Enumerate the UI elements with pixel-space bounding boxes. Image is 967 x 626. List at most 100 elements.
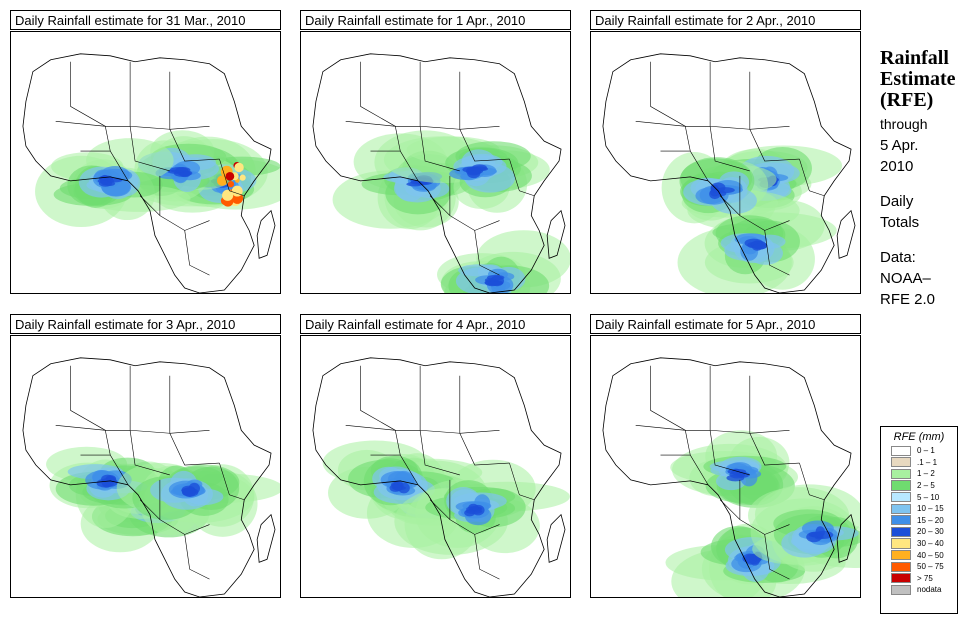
country-border	[650, 61, 711, 127]
caption-data: RFE 2.0	[880, 291, 936, 308]
map-panel-4: Daily Rainfall estimate for 3 Apr., 2010	[10, 314, 281, 598]
rain-patch	[231, 185, 243, 197]
madagascar-outline	[546, 513, 566, 563]
caption-title: Rainfall	[880, 47, 949, 69]
map-svg	[22, 53, 280, 293]
rain-field	[665, 430, 860, 597]
country-border	[70, 365, 131, 431]
madagascar-outline	[256, 513, 276, 563]
country-border	[709, 365, 750, 434]
country-border	[799, 462, 825, 501]
country-border	[660, 454, 709, 486]
caption-title: Estimate	[880, 68, 956, 90]
legend-item: .1 – 1	[881, 457, 957, 469]
rain-patch	[105, 177, 123, 183]
rain-patch	[709, 188, 721, 200]
rain-patch	[745, 554, 757, 565]
legend-label: 30 – 40	[917, 539, 944, 549]
madagascar-outline	[836, 513, 856, 563]
country-border	[474, 230, 500, 276]
rain-patch	[227, 180, 235, 188]
country-border	[764, 534, 790, 580]
rain-patch	[225, 171, 235, 181]
country-border	[429, 195, 451, 216]
rain-patch	[175, 166, 191, 173]
rain-field	[332, 130, 570, 293]
country-border	[429, 499, 451, 520]
caption-data: NOAA–	[880, 270, 931, 287]
country-border	[799, 158, 825, 197]
country-border	[129, 430, 170, 476]
legend-label: 2 – 5	[917, 481, 935, 491]
panel-title: Daily Rainfall estimate for 1 Apr., 2010	[300, 10, 571, 30]
country-border	[709, 126, 750, 172]
rain-field	[46, 446, 280, 553]
country-border	[459, 375, 500, 434]
rain-patch	[183, 487, 196, 497]
country-border	[370, 150, 419, 182]
country-border	[739, 479, 790, 535]
country-border	[660, 150, 709, 182]
rain-patch	[752, 243, 767, 250]
legend-label: 10 – 15	[917, 504, 944, 514]
country-border	[129, 126, 170, 172]
country-border	[345, 121, 401, 152]
country-border	[749, 129, 800, 162]
africa-rainfall-map	[590, 31, 861, 294]
legend-swatch	[891, 538, 911, 549]
legend-item: 20 – 30	[881, 526, 957, 538]
country-border	[459, 433, 510, 466]
legend-label: > 75	[917, 573, 933, 583]
country-border	[169, 71, 210, 130]
country-border	[749, 71, 790, 130]
side-caption: Rainfall Estimate (RFE) through 5 Apr. 2…	[880, 48, 965, 310]
country-border	[345, 425, 401, 456]
country-border	[449, 479, 500, 535]
caption-date: 5 Apr.	[880, 137, 919, 154]
country-border	[419, 430, 460, 476]
rain-patch	[715, 187, 735, 194]
legend-swatch	[891, 526, 911, 538]
country-border	[139, 195, 161, 216]
country-border	[749, 433, 800, 466]
country-border	[419, 126, 460, 172]
rain-field	[322, 440, 570, 560]
legend-item: 10 – 15	[881, 503, 957, 515]
madagascar-outline	[836, 209, 856, 259]
legend-swatch	[891, 503, 911, 514]
country-border	[184, 534, 210, 580]
legend-item: 30 – 40	[881, 538, 957, 550]
country-border	[719, 499, 741, 520]
legend-swatch	[891, 468, 911, 480]
country-border	[739, 175, 790, 231]
country-border	[370, 454, 419, 486]
country-border	[80, 454, 129, 486]
map-svg	[312, 53, 570, 293]
country-border	[360, 365, 421, 431]
legend-swatch	[891, 573, 911, 584]
caption-through: through	[880, 116, 928, 132]
country-border	[709, 61, 750, 130]
map-panel-2: Daily Rainfall estimate for 1 Apr., 2010	[300, 10, 571, 294]
rain-field	[35, 130, 280, 228]
panel-title: Daily Rainfall estimate for 4 Apr., 2010	[300, 314, 571, 334]
country-border	[509, 462, 535, 501]
country-border	[650, 365, 711, 431]
rain-field	[661, 145, 843, 293]
country-border	[709, 430, 750, 476]
caption-daily: Totals	[880, 214, 920, 231]
panel-title: Daily Rainfall estimate for 2 Apr., 2010	[590, 10, 861, 30]
country-border	[139, 499, 161, 520]
madagascar-outline	[546, 209, 566, 259]
rain-patch	[465, 166, 482, 176]
rain-patch	[234, 162, 244, 173]
legend-label: 0 – 1	[917, 446, 935, 456]
legend-item: 1 – 2	[881, 468, 957, 480]
map-svg	[602, 53, 856, 293]
country-border	[509, 158, 535, 197]
map-svg	[602, 357, 860, 597]
country-border	[459, 129, 510, 162]
africa-coastline	[602, 53, 852, 293]
africa-coastline	[602, 357, 852, 597]
